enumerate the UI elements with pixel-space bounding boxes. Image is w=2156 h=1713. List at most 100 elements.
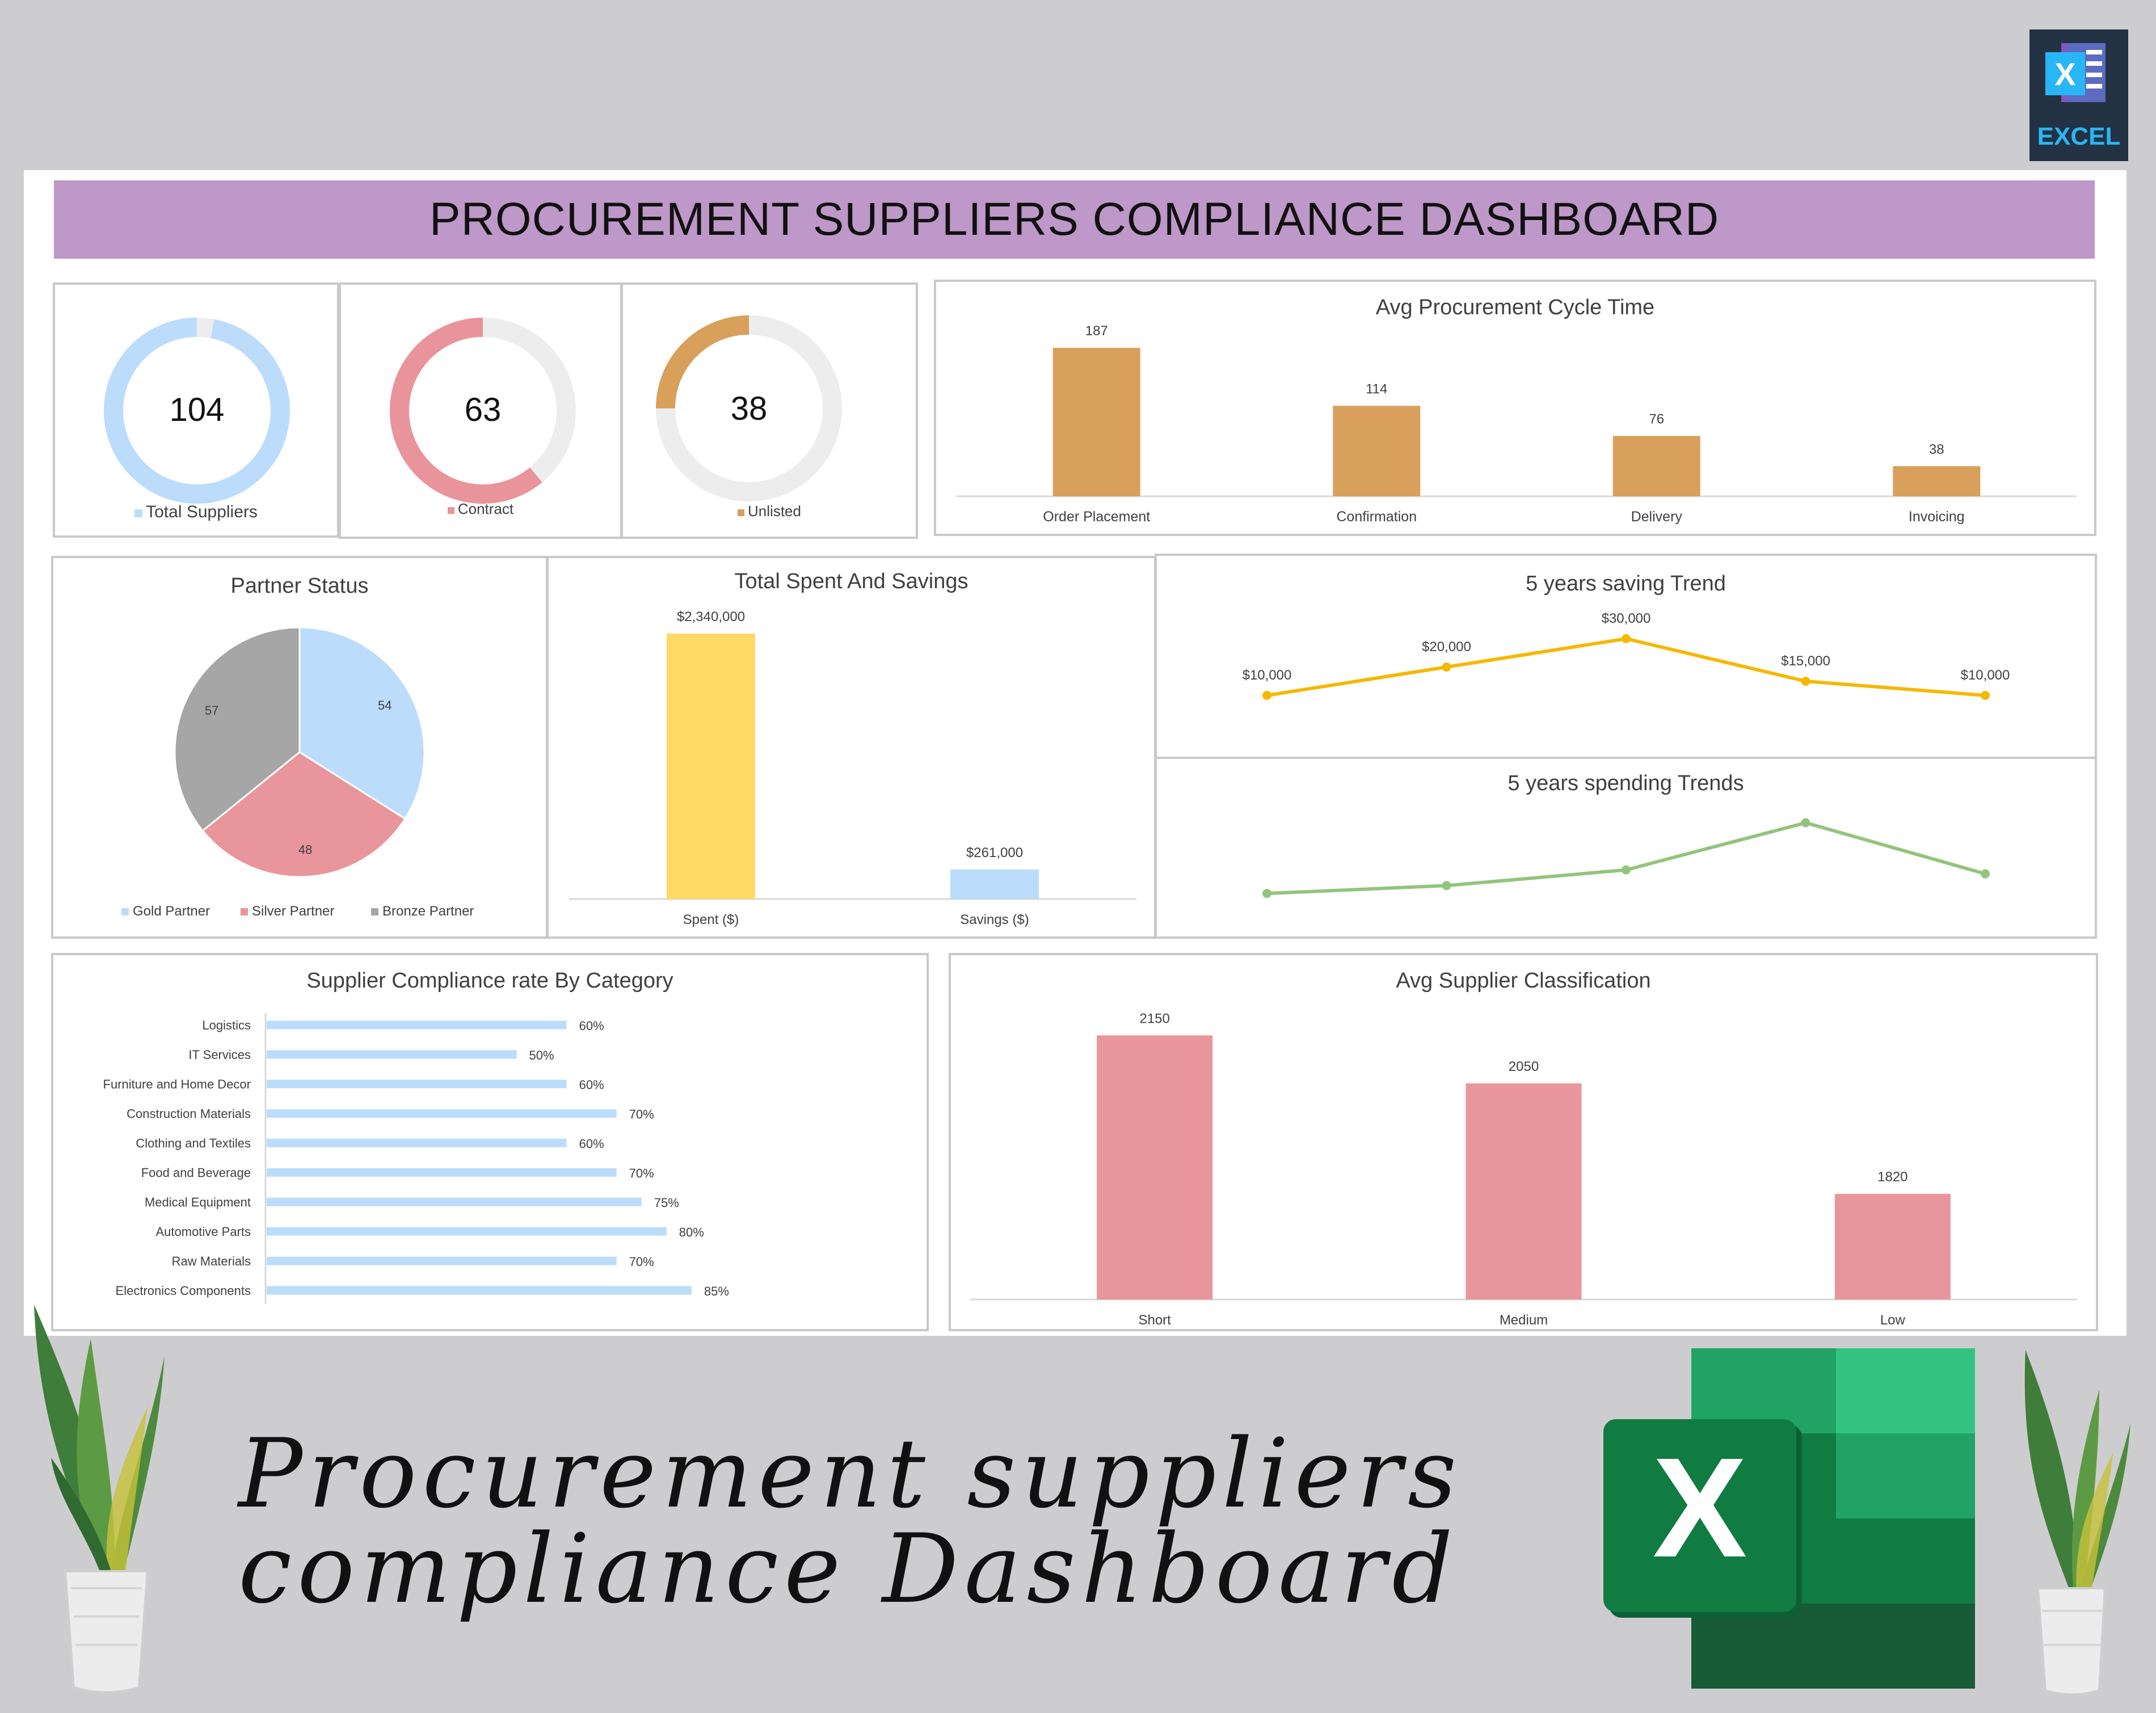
data-label: $2,340,000 [677, 609, 745, 625]
category-label: Short [1138, 1313, 1171, 1328]
data-point [1442, 881, 1451, 891]
data-point [1622, 865, 1631, 875]
saving-trend-chart: $10,000 $20,000 $30,000 $15,000 $10,000 [1243, 611, 2010, 700]
data-point [1801, 818, 1810, 828]
category-label: Savings ($) [960, 912, 1029, 927]
category-label: Food and Beverage [141, 1166, 251, 1180]
excel-badge: X EXCEL [2029, 29, 2128, 161]
compliance-panel: Supplier Compliance rate By Category Log… [51, 953, 929, 1331]
bar [267, 1138, 567, 1147]
legend-swatch [121, 908, 129, 915]
bar [267, 1256, 617, 1265]
cycle-time-panel: Avg Procurement Cycle Time 187 Order Plac… [934, 280, 2096, 536]
data-label: 60% [579, 1137, 604, 1151]
data-label: 80% [679, 1225, 704, 1239]
data-label: 38 [1929, 442, 1944, 457]
bar [267, 1109, 617, 1118]
bar [950, 869, 1039, 899]
partner-status-panel: Partner Status 54 48 57 Gold Partner Silver … [51, 556, 548, 939]
category-label: Raw Materials [172, 1254, 251, 1268]
donut-chart: 63 [390, 318, 576, 504]
legend-swatch [371, 908, 378, 915]
bar [267, 1050, 517, 1059]
category-label: Logistics [202, 1018, 251, 1032]
data-label: 1820 [1877, 1170, 1907, 1185]
chart-title: Total Spent And Savings [734, 569, 968, 593]
classification-panel: Avg Supplier Classification 2150 Short 205… [949, 953, 2098, 1331]
bar [267, 1168, 617, 1177]
category-label: Medical Equipment [145, 1195, 251, 1209]
data-label: $30,000 [1602, 611, 1651, 626]
data-label: 2050 [1509, 1059, 1539, 1074]
donut-arc [390, 318, 542, 504]
data-point [1442, 663, 1451, 672]
category-label: Order Placement [1043, 509, 1150, 525]
compliance-bar-chart: Logistics 60% IT Services 50% Furniture and … [103, 1014, 729, 1304]
partner-pie-chart: 54 48 57 Gold Partner Silver Partner Bronze P… [121, 626, 474, 919]
data-label: $15,000 [1781, 653, 1830, 669]
legend-swatch [134, 509, 143, 517]
kpi-value: 63 [465, 391, 502, 428]
bar [267, 1020, 567, 1030]
badge-letter: X [2054, 56, 2075, 92]
dashboard-title: PROCUREMENT SUPPLIERS COMPLIANCE DASHBOA… [429, 193, 1720, 245]
donut-chart: 104 [104, 318, 290, 504]
data-label: $20,000 [1422, 639, 1471, 655]
kpi-value: 38 [731, 390, 768, 427]
series-line [1266, 636, 1986, 697]
bar [1612, 436, 1700, 496]
badge-label: EXCEL [2037, 123, 2121, 150]
donut-chart: 38 [656, 315, 842, 501]
data-label: 76 [1649, 412, 1664, 427]
category-label: Electronics Components [116, 1284, 251, 1298]
bar [1333, 406, 1421, 496]
caption-line-1: Procurement suppliers [238, 1418, 1463, 1529]
donut-arc [104, 318, 290, 504]
spent-savings-panel: Total Spent And Savings $2,340,000 Spent … [546, 556, 1156, 939]
kpi-value: 104 [170, 391, 225, 428]
data-point [1262, 691, 1271, 700]
excel-logo-icon: X [1603, 1348, 1975, 1689]
data-label: $10,000 [1243, 668, 1292, 683]
category-label: Delivery [1631, 509, 1683, 525]
category-label: Clothing and Textiles [136, 1136, 251, 1150]
category-label: Automotive Parts [155, 1225, 251, 1239]
legend-swatch [241, 908, 248, 915]
classification-bar-chart: 2150 Short 2050 Medium 1820 Low [970, 1011, 2077, 1328]
category-label: Invoicing [1909, 509, 1965, 525]
data-label: 60% [579, 1019, 604, 1033]
spending-trend-panel: 5 years spending Trends [1155, 757, 2097, 939]
slice-label: 57 [205, 703, 218, 718]
category-label: Construction Materials [127, 1107, 251, 1121]
spent-savings-chart: $2,340,000 Spent ($) $261,000 Savings ($) [569, 609, 1136, 927]
pie-slice [201, 751, 407, 878]
kpi-panel-contract: 63 Contract [339, 282, 622, 539]
bar [1834, 1193, 1951, 1299]
bar [1052, 348, 1140, 496]
legend-label: Bronze Partner [382, 904, 474, 919]
data-label: 85% [704, 1284, 729, 1298]
plant-left-icon [34, 1305, 165, 1694]
chart-title: Partner Status [230, 574, 369, 598]
data-label: 70% [629, 1255, 654, 1269]
data-label: 60% [579, 1078, 604, 1092]
category-label: Spent ($) [683, 912, 739, 927]
legend-swatch [447, 507, 454, 514]
data-label: 70% [629, 1166, 654, 1180]
data-label: $10,000 [1961, 668, 2010, 683]
legend-swatch [738, 509, 745, 516]
saving-trend-panel: 5 years saving Trend $10,000 $20,000 $30,0… [1155, 554, 2097, 759]
data-label: $261,000 [966, 845, 1023, 860]
legend-label: Gold Partner [133, 904, 210, 919]
kpi-panel-total: 104 Total Suppliers [53, 282, 339, 538]
data-label: 187 [1085, 323, 1108, 339]
category-label: IT Services [188, 1048, 251, 1062]
bar [267, 1286, 692, 1295]
series-line [1266, 821, 1986, 896]
data-label: 70% [629, 1107, 654, 1121]
bar [1893, 466, 1981, 496]
spending-trend-chart [1262, 818, 1990, 898]
slice-label: 54 [378, 698, 391, 712]
data-point [1622, 634, 1631, 643]
chart-title: Avg Supplier Classification [1396, 969, 1651, 993]
